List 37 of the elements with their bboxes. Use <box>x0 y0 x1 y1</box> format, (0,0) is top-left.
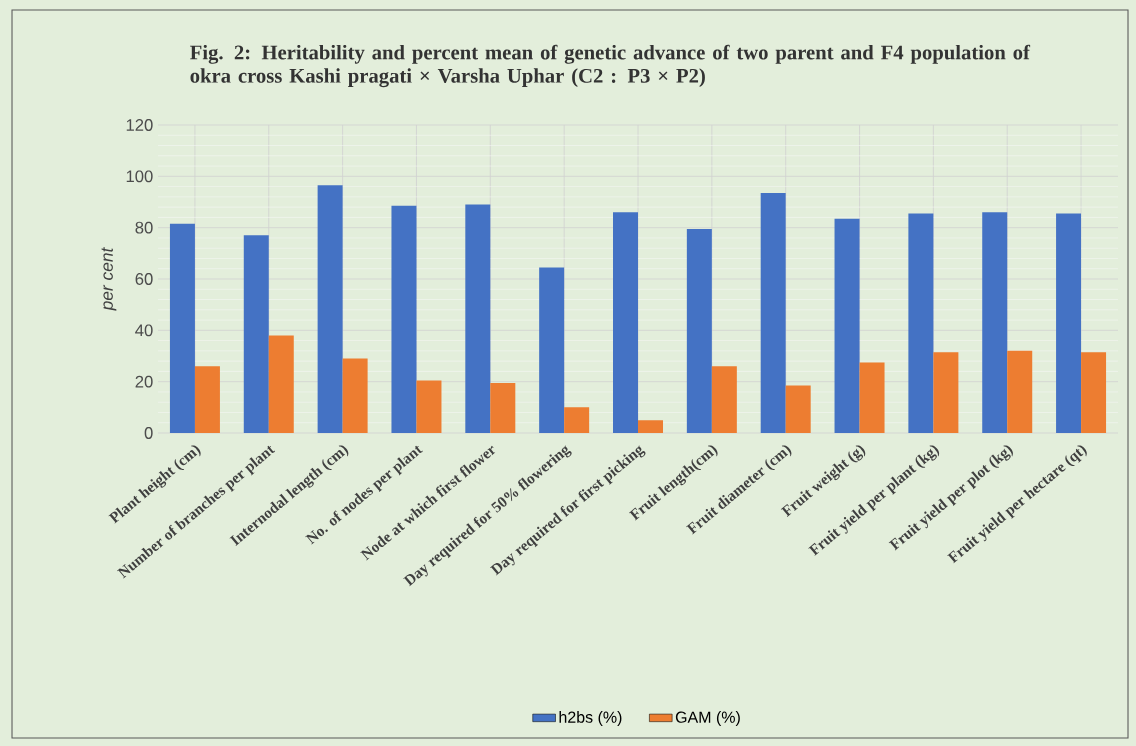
bar <box>908 213 934 433</box>
bar <box>933 352 959 433</box>
y-tick-label: 100 <box>126 170 153 183</box>
y-axis-title: per cent <box>101 247 117 311</box>
bar <box>391 205 417 433</box>
y-tick-label: 0 <box>144 427 153 439</box>
y-tick-label: 80 <box>135 221 153 234</box>
bar <box>613 212 639 433</box>
bar <box>317 185 343 433</box>
y-tick-label: 60 <box>135 273 153 285</box>
bar <box>834 218 860 433</box>
bar <box>711 366 737 433</box>
bar <box>539 267 565 433</box>
bar <box>490 382 516 433</box>
bar <box>564 407 590 433</box>
y-tick-label: 120 <box>126 119 153 131</box>
bar <box>760 193 786 433</box>
bar <box>169 223 195 433</box>
bar <box>859 362 885 433</box>
y-tick-label: 20 <box>135 375 153 388</box>
chart-title: Fig. 2: Heritability and percent mean of genetic advance of two parent and F4 population of okra cross Kashi pragati × Varsha Uphar (C2 : P3 × P2) <box>190 44 1031 88</box>
bar <box>1081 352 1107 433</box>
bar <box>638 420 663 433</box>
bar <box>268 335 294 433</box>
legend-label: h2bs (%) <box>559 711 622 726</box>
bar <box>465 204 491 433</box>
bar <box>243 235 269 433</box>
bar <box>982 212 1008 433</box>
bar <box>785 385 811 433</box>
bar <box>194 366 220 433</box>
bar <box>1056 213 1082 433</box>
bar <box>686 228 712 433</box>
y-tick-label: 40 <box>135 324 153 337</box>
bar <box>416 380 442 433</box>
bar <box>342 358 368 433</box>
bar <box>1007 350 1033 433</box>
legend-label: GAM (%) <box>675 711 740 726</box>
